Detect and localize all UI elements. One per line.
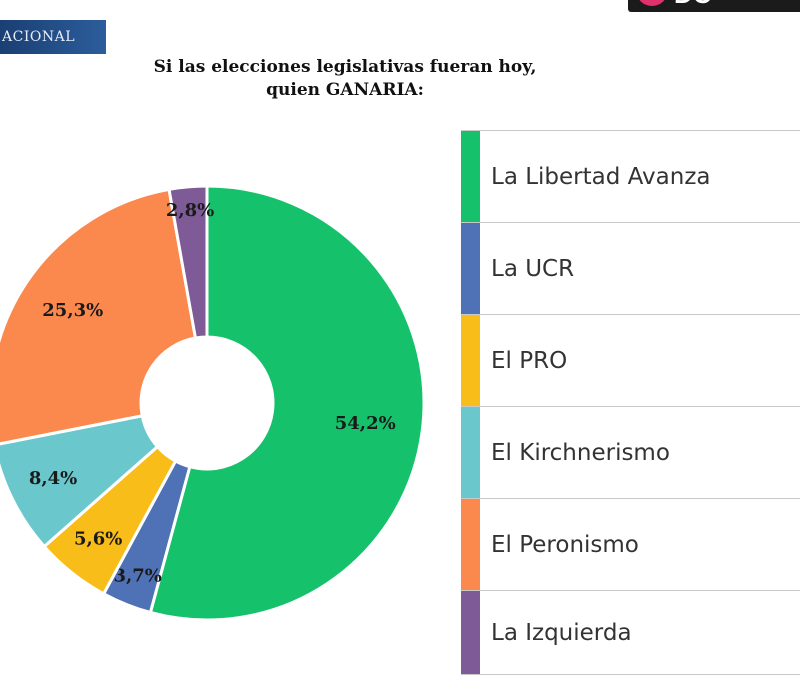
logo-text: DC xyxy=(674,0,712,10)
legend-swatch xyxy=(461,407,480,498)
legend-item: El Kirchnerismo xyxy=(461,406,800,498)
legend-swatch xyxy=(461,499,480,590)
chart-title-line-1: Si las elecciones legislativas fueran ho… xyxy=(153,57,537,77)
legend-label: La Izquierda xyxy=(491,619,632,646)
slice-label-el-kirchnerismo: 8,4% xyxy=(29,468,77,489)
slice-label-la-libertad-avanza: 54,2% xyxy=(335,413,396,434)
slice-la-izquierda xyxy=(167,184,209,340)
legend-label: El Peronismo xyxy=(491,531,639,558)
legend-swatch xyxy=(461,223,480,314)
legend-label: El PRO xyxy=(491,347,568,374)
legend-label: La Libertad Avanza xyxy=(491,163,711,190)
legend-item: La UCR xyxy=(461,222,800,314)
legend-item: El Peronismo xyxy=(461,498,800,590)
slice-label-la-izquierda: 2,8% xyxy=(166,200,214,221)
legend-swatch xyxy=(461,131,480,222)
legend-item: La Izquierda xyxy=(461,590,800,675)
logo-circle-icon xyxy=(636,0,668,6)
legend-label: El Kirchnerismo xyxy=(491,439,670,466)
legend-swatch xyxy=(461,315,480,406)
slice-label-el-pro: 5,6% xyxy=(74,529,122,550)
channel-logo: DC xyxy=(628,0,800,12)
slice-label-el-peronismo: 25,3% xyxy=(42,300,103,321)
chart-title-line-2: quien GANARIA: xyxy=(266,80,424,100)
slice-el-peronismo xyxy=(0,187,198,446)
legend-item: La Libertad Avanza xyxy=(461,130,800,222)
legend-item: El PRO xyxy=(461,314,800,406)
slice-el-kirchnerismo xyxy=(0,414,160,549)
legend-swatch xyxy=(461,591,480,674)
legend-label: La UCR xyxy=(491,255,575,282)
network-banner: ACIONAL xyxy=(0,20,106,54)
chart-title: Si las elecciones legislativas fueran ho… xyxy=(110,56,580,102)
slice-label-la-ucr: 3,7% xyxy=(113,565,161,586)
network-banner-text: ACIONAL xyxy=(2,29,75,45)
slice-la-libertad-avanza xyxy=(148,184,426,622)
chart-legend: La Libertad Avanza La UCR El PRO El Kirchne… xyxy=(461,130,800,675)
